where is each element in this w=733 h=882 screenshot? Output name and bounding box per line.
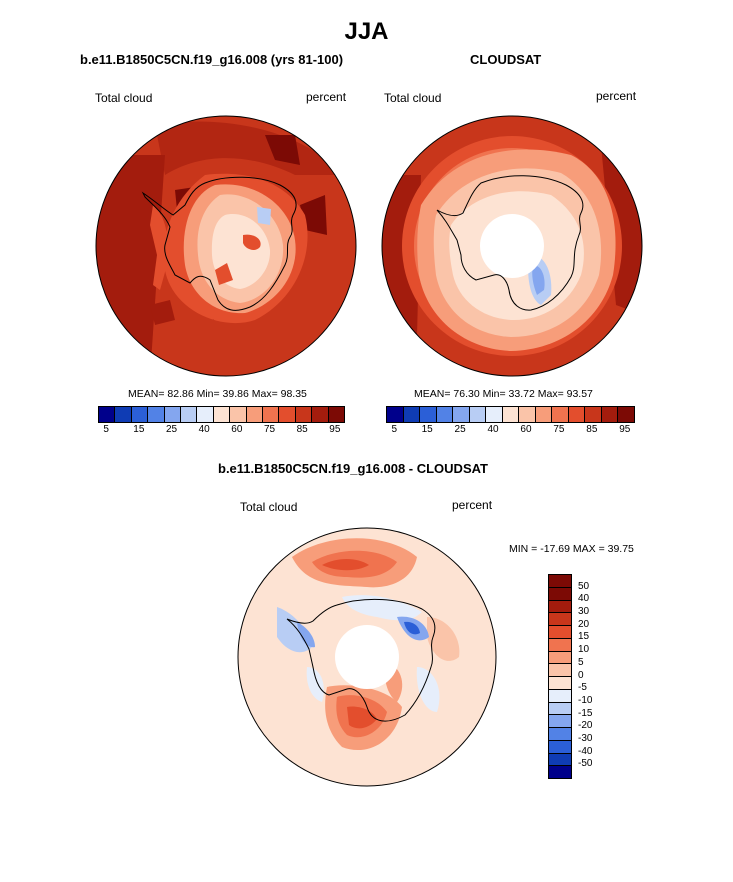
- colorbar-tick-label: 40: [198, 424, 210, 435]
- colorbar-tick-label: -10: [578, 694, 593, 706]
- colorbar-swatch: [549, 715, 571, 728]
- colorbar-swatch: [519, 407, 536, 422]
- colorbar-swatch: [246, 407, 264, 422]
- colorbar-tick-label: 75: [553, 424, 565, 435]
- colorbar-swatch: [131, 407, 149, 422]
- colorbar-swatch: [99, 407, 116, 422]
- colorbar-tick-label: 15: [421, 424, 433, 435]
- colorbar-swatch: [387, 407, 404, 422]
- colorbar-swatch: [230, 407, 247, 422]
- panel-2-statistics: MEAN= 76.30 Min= 33.72 Max= 93.57: [414, 388, 593, 400]
- colorbar-tick-label: 25: [454, 424, 466, 435]
- colorbar-swatch: [148, 407, 165, 422]
- colorbar-swatch: [436, 407, 454, 422]
- colorbar-swatch: [552, 407, 569, 422]
- colorbar-tick-label: 5: [391, 424, 397, 435]
- colorbar-tick-label: -30: [578, 732, 593, 744]
- panel-3-statistics: MIN = -17.69 MAX = 39.75: [509, 543, 634, 555]
- colorbar-tick-label: 40: [578, 593, 590, 605]
- colorbar-swatch: [115, 407, 132, 422]
- colorbar-swatch: [549, 689, 571, 703]
- colorbar-tick-label: 95: [619, 424, 631, 435]
- colorbar-swatch: [549, 587, 571, 601]
- colorbar-swatch: [549, 702, 571, 716]
- colorbar-tick-label: 75: [263, 424, 276, 435]
- panel-3-difference-map: [237, 527, 497, 787]
- panel-2-variable-label: Total cloud: [384, 91, 442, 105]
- page-title: JJA: [344, 18, 389, 45]
- panel-2-colorbar: [386, 406, 635, 423]
- colorbar-swatch: [549, 651, 571, 665]
- colorbar-tick-label: 30: [578, 606, 590, 618]
- colorbar-tick-label: 60: [520, 424, 532, 435]
- colorbar-tick-label: 40: [487, 424, 499, 435]
- colorbar-tick-label: 5: [103, 424, 109, 435]
- panel-3-colorbar: [548, 574, 572, 779]
- colorbar-swatch: [181, 407, 198, 422]
- colorbar-tick-label: 10: [578, 644, 590, 656]
- colorbar-swatch: [312, 407, 329, 422]
- colorbar-swatch: [549, 677, 571, 690]
- colorbar-swatch: [549, 664, 571, 677]
- colorbar-tick-label: -20: [578, 720, 593, 732]
- colorbar-swatch: [549, 728, 571, 741]
- colorbar-swatch: [618, 407, 634, 422]
- colorbar-tick-label: 15: [133, 424, 145, 435]
- colorbar-swatch: [549, 740, 571, 754]
- colorbar-tick-label: 85: [586, 424, 598, 435]
- colorbar-swatch: [549, 600, 571, 614]
- colorbar-tick-label: 5: [578, 656, 584, 668]
- panel-3-units-label: percent: [452, 498, 493, 512]
- colorbar-tick-label: 0: [578, 669, 584, 681]
- colorbar-tick-label: -40: [578, 745, 593, 757]
- colorbar-swatch: [486, 407, 503, 422]
- panel-1-variable-label: Total cloud: [95, 91, 153, 105]
- colorbar-swatch: [164, 407, 182, 422]
- colorbar-tick-label: -15: [578, 707, 593, 719]
- colorbar-tick-label: 50: [578, 580, 590, 592]
- panel-2-polar-map: [381, 115, 643, 377]
- colorbar-swatch: [295, 407, 313, 422]
- panel-1-title: b.e11.B1850C5CN.f19_g16.008 (yrs 81-100): [80, 52, 344, 67]
- colorbar-swatch: [549, 753, 571, 767]
- colorbar-swatch: [549, 575, 571, 588]
- panel-1-statistics: MEAN= 82.86 Min= 39.86 Max= 98.35: [128, 388, 307, 400]
- panel-3-variable-label: Total cloud: [240, 500, 298, 514]
- colorbar-swatch: [601, 407, 619, 422]
- colorbar-swatch: [568, 407, 586, 422]
- panel-2-title: CLOUDSAT: [470, 52, 542, 67]
- panel-2-units-label: percent: [596, 89, 637, 103]
- colorbar-tick-label: 15: [578, 631, 590, 643]
- colorbar-swatch: [549, 766, 571, 778]
- colorbar-swatch: [549, 613, 571, 626]
- colorbar-tick-label: 20: [578, 618, 590, 630]
- colorbar-swatch: [453, 407, 470, 422]
- colorbar-swatch: [420, 407, 437, 422]
- panel-1-units-label: percent: [306, 90, 347, 104]
- colorbar-swatch: [469, 407, 487, 422]
- colorbar-tick-label: 60: [231, 424, 243, 435]
- colorbar-tick-label: 25: [165, 424, 178, 435]
- colorbar-tick-label: 95: [329, 424, 341, 435]
- colorbar-swatch: [263, 407, 280, 422]
- colorbar-swatch: [197, 407, 214, 422]
- colorbar-swatch: [328, 407, 345, 422]
- colorbar-swatch: [549, 638, 571, 652]
- panel-3-title: b.e11.B1850C5CN.f19_g16.008 - CLOUDSAT: [218, 461, 488, 476]
- colorbar-tick-label: -5: [578, 682, 587, 694]
- colorbar-swatch: [535, 407, 553, 422]
- colorbar-tick-label: -50: [578, 758, 593, 770]
- colorbar-swatch: [213, 407, 231, 422]
- colorbar-swatch: [279, 407, 296, 422]
- panel-3-colorbar-tick-labels: 50 40 30 20 15 10 5 0 -5 -10 -15 -20 -30 -40 -50: [578, 574, 608, 777]
- colorbar-swatch: [585, 407, 602, 422]
- colorbar-tick-label: 85: [296, 424, 308, 435]
- panel-1-colorbar-tick-labels: 5 15 25 40 60 75 85 95: [98, 424, 343, 438]
- panel-2-colorbar-tick-labels: 5 15 25 40 60 75 85 95: [386, 424, 633, 438]
- panel-1-colorbar: [98, 406, 345, 423]
- colorbar-swatch: [403, 407, 421, 422]
- colorbar-swatch: [502, 407, 520, 422]
- panel-1-polar-map: [95, 115, 357, 377]
- colorbar-swatch: [549, 626, 571, 639]
